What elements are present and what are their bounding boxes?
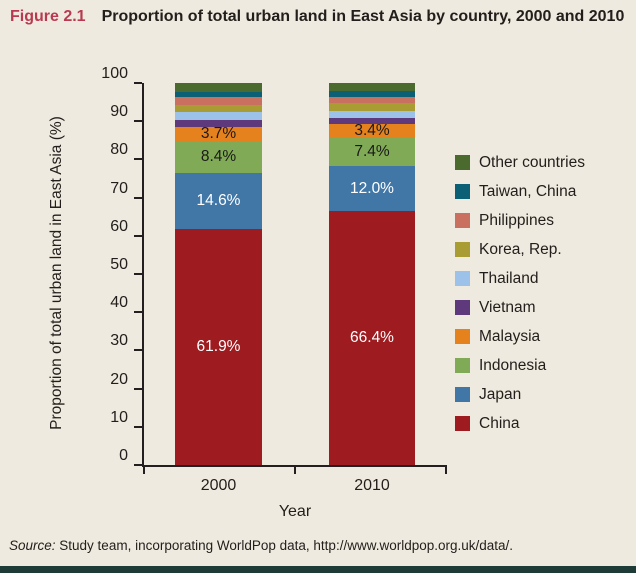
legend-item-korea-rep-: Korea, Rep. bbox=[455, 235, 585, 264]
legend-swatch bbox=[455, 329, 470, 344]
legend-label: Vietnam bbox=[479, 298, 536, 316]
legend-item-philippines: Philippines bbox=[455, 206, 585, 235]
stacked-bar-2010: 66.4% 12.0% 7.4% 3.4% bbox=[329, 83, 415, 465]
y-axis-tick bbox=[134, 196, 142, 199]
legend-item-china: China bbox=[455, 409, 585, 438]
data-label: 8.4% bbox=[200, 147, 237, 165]
x-axis-tick bbox=[143, 465, 145, 474]
stacked-bar-2000: 61.9% 14.6% 8.4% 3.7% bbox=[175, 83, 262, 465]
legend-label: Malaysia bbox=[479, 327, 541, 345]
y-axis-tick-label: 70 bbox=[110, 179, 128, 197]
y-axis-tick-label: 10 bbox=[110, 408, 128, 426]
source-note: Source: Study team, incorporating WorldP… bbox=[9, 538, 629, 553]
segment-china: 66.4% bbox=[329, 211, 415, 465]
legend-item-thailand: Thailand bbox=[455, 264, 585, 293]
y-axis-tick-label: 30 bbox=[110, 332, 128, 350]
segment-taiwan-china bbox=[175, 91, 262, 98]
plot-area: 0 10 20 30 40 50 60 70 80 90 100 61.9% 14.6% 8.4% 3.7%… bbox=[101, 65, 447, 520]
segment-other-countries bbox=[175, 83, 262, 92]
x-axis-tick bbox=[294, 465, 296, 474]
y-axis-tick bbox=[134, 311, 142, 314]
legend-label: Japan bbox=[479, 385, 522, 403]
legend-swatch bbox=[455, 416, 470, 431]
source-text: Study team, incorporating WorldPop data,… bbox=[55, 538, 514, 553]
legend-item-japan: Japan bbox=[455, 380, 585, 409]
x-axis-tick bbox=[445, 465, 447, 474]
segment-korea-rep- bbox=[175, 104, 262, 113]
segment-malaysia: 3.7% bbox=[175, 124, 262, 142]
y-axis-tick bbox=[134, 387, 142, 390]
legend-swatch bbox=[455, 213, 470, 228]
segment-vietnam bbox=[175, 120, 262, 127]
segment-japan: 14.6% bbox=[175, 172, 262, 229]
segment-indonesia: 8.4% bbox=[175, 140, 262, 173]
x-category-label: 2010 bbox=[354, 477, 390, 494]
y-axis-title: Proportion of total urban land in East A… bbox=[48, 116, 65, 430]
source-label: Source: bbox=[9, 538, 56, 553]
segment-other-countries bbox=[329, 83, 415, 92]
segment-philippines bbox=[175, 97, 262, 105]
data-label: 3.7% bbox=[200, 124, 237, 142]
legend-swatch bbox=[455, 358, 470, 373]
legend-label: Taiwan, China bbox=[479, 182, 577, 200]
legend-item-taiwan-china: Taiwan, China bbox=[455, 177, 585, 206]
y-axis-tick-label: 40 bbox=[110, 294, 128, 312]
legend-swatch bbox=[455, 184, 470, 199]
segment-thailand bbox=[329, 110, 415, 119]
data-label: 12.0% bbox=[350, 179, 394, 197]
y-axis-tick bbox=[134, 464, 142, 466]
legend-item-indonesia: Indonesia bbox=[455, 351, 585, 380]
legend-swatch bbox=[455, 155, 470, 170]
legend-swatch bbox=[455, 271, 470, 286]
y-axis-tick-label: 20 bbox=[110, 370, 128, 388]
legend-label: China bbox=[479, 414, 520, 432]
x-axis-title: Year bbox=[278, 503, 312, 520]
segment-malaysia: 3.4% bbox=[329, 122, 415, 140]
legend-label: Philippines bbox=[479, 211, 554, 229]
legend-item-vietnam: Vietnam bbox=[455, 293, 585, 322]
figure-title-text: Proportion of total urban land in East A… bbox=[101, 8, 625, 25]
figure-number: Figure 2.1 bbox=[10, 8, 86, 25]
data-label: 61.9% bbox=[196, 338, 241, 356]
y-axis-tick-label: 60 bbox=[110, 217, 128, 235]
y-axis-tick-label: 80 bbox=[110, 141, 128, 159]
y-axis-tick-label: 0 bbox=[119, 447, 128, 464]
y-axis-tick-label: 90 bbox=[110, 103, 128, 121]
y-axis-tick bbox=[134, 120, 142, 123]
legend-label: Other countries bbox=[479, 153, 585, 171]
segment-philippines bbox=[329, 96, 415, 104]
y-axis-tick-label: 50 bbox=[110, 256, 128, 273]
y-axis-tick bbox=[134, 234, 142, 237]
x-category-label: 2000 bbox=[200, 477, 237, 494]
legend-item-other-countries: Other countries bbox=[455, 148, 585, 177]
data-label: 14.6% bbox=[196, 191, 241, 209]
y-axis-tick bbox=[134, 273, 142, 275]
data-label: 3.4% bbox=[354, 122, 390, 140]
legend-swatch bbox=[455, 387, 470, 402]
legend-item-malaysia: Malaysia bbox=[455, 322, 585, 351]
y-axis-tick bbox=[134, 425, 142, 428]
legend-label: Indonesia bbox=[479, 356, 547, 374]
segment-china: 61.9% bbox=[175, 228, 262, 465]
y-axis-tick bbox=[134, 158, 142, 161]
figure-title: Figure 2.1 Proportion of total urban land… bbox=[10, 6, 630, 28]
y-axis-tick bbox=[134, 82, 142, 84]
segment-vietnam bbox=[329, 118, 415, 125]
segment-indonesia: 7.4% bbox=[329, 137, 415, 166]
legend-label: Korea, Rep. bbox=[479, 240, 562, 258]
legend-swatch bbox=[455, 242, 470, 257]
segment-japan: 12.0% bbox=[329, 165, 415, 212]
y-axis-tick bbox=[134, 349, 142, 352]
segment-korea-rep- bbox=[329, 103, 415, 111]
bottom-border-strip bbox=[0, 566, 636, 573]
data-label: 66.4% bbox=[350, 329, 394, 347]
legend-label: Thailand bbox=[479, 269, 539, 287]
segment-thailand bbox=[175, 112, 262, 121]
data-label: 7.4% bbox=[354, 142, 390, 160]
segment-taiwan-china bbox=[329, 91, 415, 97]
legend-swatch bbox=[455, 300, 470, 315]
legend: Other countries Taiwan, China Philippines K… bbox=[455, 148, 585, 438]
y-axis-tick-label: 100 bbox=[101, 65, 128, 82]
